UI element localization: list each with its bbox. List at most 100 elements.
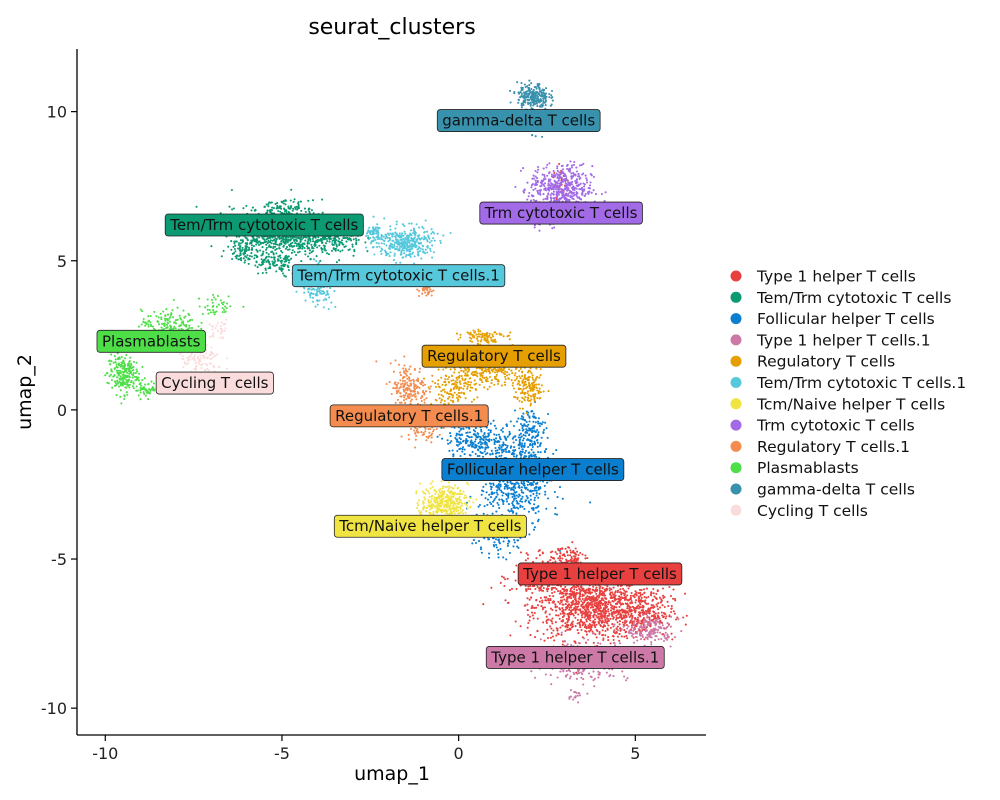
point bbox=[545, 507, 548, 510]
point bbox=[538, 422, 541, 425]
point bbox=[628, 615, 631, 619]
point bbox=[536, 617, 539, 620]
point bbox=[608, 589, 611, 592]
point bbox=[525, 486, 528, 489]
point bbox=[260, 258, 263, 261]
point bbox=[529, 428, 532, 431]
point bbox=[463, 453, 466, 456]
point bbox=[314, 236, 317, 239]
point bbox=[613, 598, 616, 601]
point bbox=[629, 606, 632, 609]
point bbox=[487, 435, 490, 438]
point bbox=[661, 614, 664, 617]
point bbox=[577, 585, 580, 588]
point bbox=[504, 599, 507, 602]
point bbox=[677, 618, 680, 621]
point bbox=[559, 559, 562, 562]
point bbox=[265, 246, 268, 249]
point bbox=[248, 254, 251, 258]
point bbox=[317, 236, 320, 239]
point bbox=[553, 586, 556, 589]
point bbox=[308, 210, 311, 213]
point bbox=[524, 449, 528, 452]
point bbox=[549, 674, 552, 677]
point bbox=[649, 619, 652, 622]
point bbox=[355, 239, 358, 242]
point bbox=[622, 597, 625, 600]
point bbox=[566, 626, 569, 629]
point bbox=[497, 538, 500, 542]
point bbox=[502, 369, 505, 372]
point bbox=[562, 603, 565, 606]
point bbox=[242, 257, 245, 260]
point bbox=[614, 591, 617, 594]
point bbox=[491, 500, 495, 503]
point bbox=[260, 254, 263, 257]
point bbox=[597, 676, 600, 679]
point bbox=[593, 624, 596, 627]
point bbox=[259, 249, 262, 252]
point bbox=[265, 203, 268, 206]
point bbox=[461, 450, 464, 453]
point bbox=[441, 437, 444, 440]
point bbox=[484, 497, 487, 500]
point bbox=[338, 237, 341, 240]
point bbox=[598, 618, 601, 621]
point bbox=[529, 498, 532, 501]
point bbox=[532, 451, 535, 454]
point bbox=[487, 428, 490, 432]
point bbox=[538, 444, 542, 448]
point bbox=[628, 585, 631, 588]
point bbox=[446, 439, 449, 442]
point bbox=[487, 446, 490, 449]
point bbox=[576, 550, 579, 553]
point bbox=[237, 243, 240, 247]
point bbox=[612, 630, 615, 634]
point bbox=[533, 442, 536, 445]
point bbox=[618, 591, 622, 594]
point bbox=[637, 595, 640, 598]
point bbox=[490, 449, 493, 452]
point bbox=[594, 599, 597, 602]
point bbox=[511, 511, 514, 514]
point bbox=[652, 604, 655, 607]
point bbox=[527, 621, 530, 625]
point bbox=[608, 601, 611, 604]
point bbox=[551, 635, 554, 638]
point bbox=[626, 599, 629, 602]
point bbox=[504, 578, 507, 581]
point bbox=[244, 252, 247, 255]
point bbox=[335, 243, 338, 246]
point bbox=[641, 600, 644, 603]
point bbox=[604, 619, 607, 622]
point bbox=[241, 240, 245, 243]
point bbox=[523, 444, 526, 447]
point bbox=[265, 248, 268, 251]
point bbox=[575, 677, 578, 680]
point bbox=[667, 635, 670, 639]
point bbox=[499, 369, 502, 372]
point bbox=[533, 526, 536, 529]
point bbox=[567, 617, 570, 620]
point bbox=[451, 449, 454, 452]
point bbox=[623, 629, 626, 632]
point bbox=[522, 491, 525, 494]
point bbox=[309, 258, 312, 261]
point bbox=[580, 603, 583, 606]
point bbox=[549, 597, 552, 600]
point bbox=[622, 623, 625, 626]
point bbox=[639, 638, 642, 641]
point bbox=[580, 600, 583, 603]
point bbox=[537, 431, 540, 434]
point bbox=[507, 539, 510, 542]
point bbox=[600, 597, 603, 600]
point bbox=[521, 495, 524, 498]
point bbox=[633, 596, 636, 599]
point bbox=[496, 449, 499, 452]
point bbox=[250, 248, 253, 252]
point bbox=[276, 202, 279, 205]
point bbox=[510, 369, 513, 372]
point bbox=[277, 236, 280, 239]
point bbox=[539, 451, 542, 454]
point bbox=[560, 631, 563, 634]
